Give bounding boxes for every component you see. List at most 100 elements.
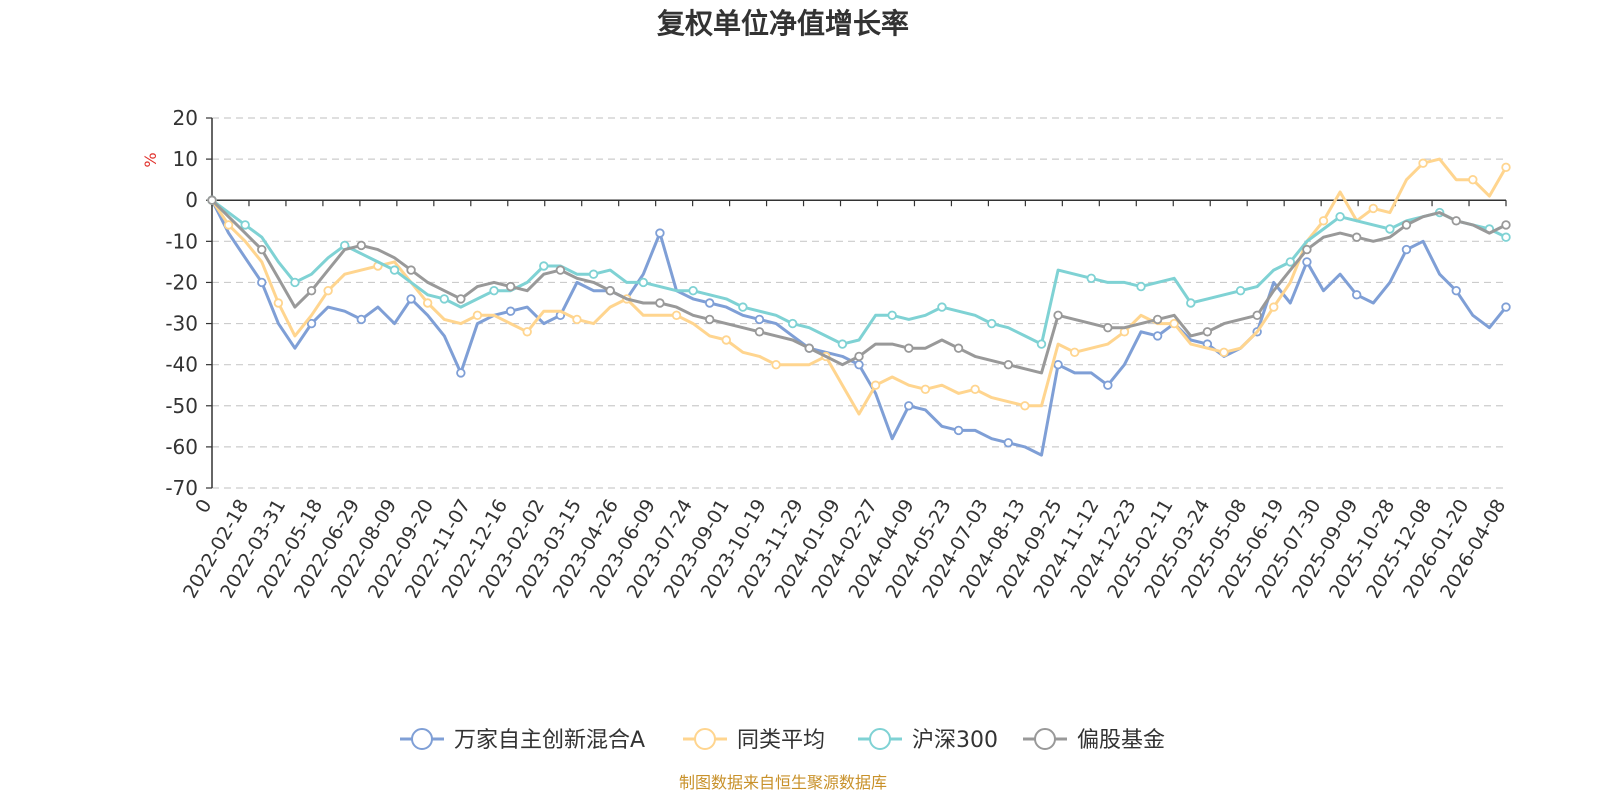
series-point <box>1285 257 1296 267</box>
series-point <box>1501 232 1511 242</box>
legend-label: 同类平均 <box>737 728 825 753</box>
series-point <box>223 220 234 230</box>
y-axis: 20 10 0 -10 -20 -30 -40 -50 -60 -70 <box>165 106 213 500</box>
series-point <box>804 343 814 353</box>
series-point <box>1418 158 1428 168</box>
series-point <box>422 298 433 308</box>
legend-label: 偏股基金 <box>1077 728 1165 753</box>
legend-marker <box>1034 728 1056 750</box>
legend-marker <box>411 728 433 750</box>
series-point <box>1335 211 1345 222</box>
series-point <box>1202 327 1213 337</box>
series-point <box>837 339 848 349</box>
series-point <box>505 281 516 292</box>
series-point <box>1103 322 1113 333</box>
series-point <box>1219 347 1229 358</box>
series-point <box>754 327 765 337</box>
series-point <box>1152 331 1163 341</box>
series-point <box>655 298 665 308</box>
series-point <box>1136 281 1146 292</box>
legend-marker <box>869 728 891 750</box>
series-point <box>920 384 931 395</box>
series-point <box>904 401 914 411</box>
series-point <box>1053 359 1063 370</box>
legend-item[interactable]: 同类平均 <box>683 728 825 753</box>
series-point <box>207 195 217 205</box>
series-point <box>1152 314 1163 325</box>
y-tick-label: 20 <box>173 106 198 130</box>
series-point <box>1468 174 1478 185</box>
series-point <box>1302 257 1312 267</box>
series-point <box>555 265 566 275</box>
series-point <box>257 244 267 255</box>
legend[interactable]: 万家自主创新混合A 同类平均 沪深300 偏股基金 <box>400 728 1165 753</box>
series-point <box>306 318 317 329</box>
series-point <box>389 265 400 275</box>
series-point <box>953 343 964 353</box>
series-point <box>688 285 698 296</box>
data-source-note: 制图数据来自恒生聚源数据库 <box>679 773 887 792</box>
series-point <box>505 306 516 316</box>
legend-item[interactable]: 沪深300 <box>858 728 998 753</box>
legend-item[interactable]: 万家自主创新混合A <box>400 728 645 753</box>
legend-label: 沪深300 <box>912 728 998 753</box>
series-point <box>273 298 284 308</box>
series-point <box>472 310 483 321</box>
series-point <box>1501 220 1511 230</box>
legend-label: 万家自主创新混合A <box>454 728 645 753</box>
series-point <box>1086 273 1096 284</box>
series-point <box>638 277 649 288</box>
series-point <box>754 314 765 325</box>
series-point <box>356 314 367 325</box>
series-point <box>987 318 997 329</box>
series-point <box>738 302 748 312</box>
series-point <box>306 285 317 296</box>
series-line <box>210 157 1508 416</box>
series-point <box>1069 347 1080 358</box>
y-tick-label: -10 <box>165 229 198 253</box>
series-point <box>1318 216 1329 226</box>
y-tick-label: -50 <box>165 394 198 418</box>
legend-marker <box>694 728 716 750</box>
series-point <box>1235 285 1246 296</box>
series-point <box>1003 359 1014 370</box>
series-point <box>1053 310 1063 321</box>
series-point <box>605 285 615 296</box>
series-point <box>787 318 798 329</box>
series-point <box>1020 401 1030 411</box>
series-point <box>1451 285 1461 296</box>
series-point <box>356 240 367 251</box>
series-point <box>970 384 980 395</box>
y-axis-unit-label: % <box>141 152 160 167</box>
series-point <box>671 310 682 321</box>
series-point <box>937 302 947 312</box>
series-point <box>406 294 416 304</box>
series-point <box>887 310 897 321</box>
series-point <box>854 359 864 370</box>
series-point <box>1368 203 1378 214</box>
series-point <box>704 314 715 325</box>
series-point <box>721 335 731 345</box>
series-point <box>257 277 267 288</box>
series-point <box>1501 162 1511 173</box>
series-point <box>1003 438 1014 448</box>
series-point <box>1036 339 1047 349</box>
series-point <box>704 298 715 308</box>
legend-item[interactable]: 偏股基金 <box>1023 728 1165 753</box>
series-point <box>572 314 582 325</box>
series-point <box>290 277 300 288</box>
series-point <box>771 359 781 370</box>
series-point <box>323 285 333 296</box>
series-lines <box>207 157 1511 457</box>
series-point <box>406 265 416 275</box>
grid-lines <box>212 117 1506 489</box>
y-tick-label: -70 <box>165 476 198 500</box>
series-point <box>1103 380 1113 390</box>
series-point <box>439 294 449 304</box>
series-point <box>240 220 250 230</box>
series-point <box>953 425 964 436</box>
series-point <box>456 294 466 304</box>
series-point <box>1302 244 1312 255</box>
y-tick-label: -20 <box>165 270 198 294</box>
